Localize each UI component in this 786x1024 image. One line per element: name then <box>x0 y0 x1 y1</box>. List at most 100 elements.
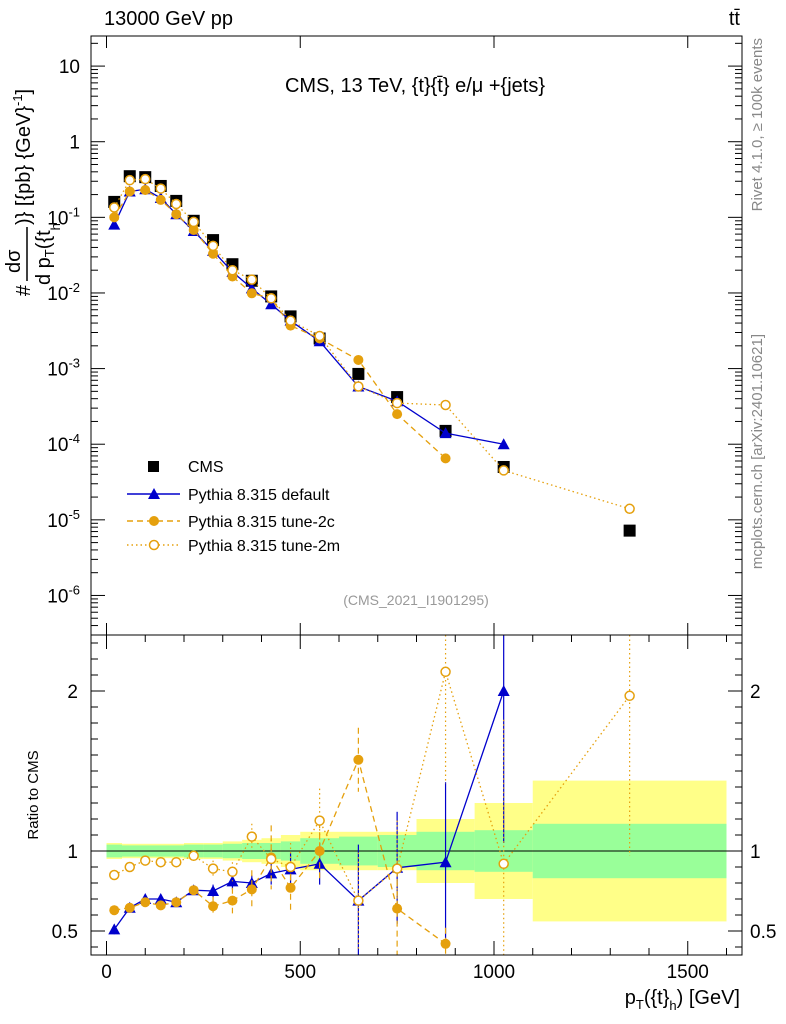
main-point-pythia-8-315-tune-2c <box>353 354 364 365</box>
main-point-pythia-8-315-tune-2m <box>440 399 451 411</box>
legend-label-cms: CMS <box>188 459 224 476</box>
ratio-point-pythia-8-315-tune-2c <box>353 754 364 765</box>
main-point-pythia-8-315-tune-2m <box>155 183 166 194</box>
x-tick-label: 1500 <box>667 962 709 983</box>
ratio-point-pythia-8-315-tune-2m <box>624 690 635 702</box>
ratio-point-pythia-8-315-tune-2m <box>227 866 238 878</box>
ratio-point-pythia-8-315-default <box>265 867 278 879</box>
main-point-pythia-8-315-tune-2m <box>207 240 219 252</box>
svg-text:)} [{pb} {GeV}-1]: )} [{pb} {GeV}-1] <box>10 89 35 225</box>
ylabel-den-sub: T <box>42 249 57 257</box>
main-point-pythia-8-315-tune-2c <box>440 453 451 464</box>
ratio-point-pythia-8-315-tune-2m <box>391 863 403 874</box>
ratio-point-pythia-8-315-default <box>154 893 167 904</box>
main-y-tick-label: 1 <box>69 133 80 154</box>
ratio-line-pythia-8-315-default <box>113 690 505 930</box>
ratio-y-tick-label: 2 <box>67 682 78 703</box>
ratio-point-pythia-8-315-default <box>497 685 510 696</box>
main-y-axis-label: # dσ d pT({th )} [{pb} {GeV}-1] <box>3 89 63 296</box>
ratio-point-pythia-8-315-default <box>439 856 452 868</box>
main-point-pythia-8-315-tune-2m <box>246 274 258 285</box>
ratio-point-pythia-8-315-tune-2c <box>140 897 151 908</box>
legend-marker-tune2m <box>148 539 160 551</box>
legend-marker-default <box>148 488 160 499</box>
main-point-pythia-8-315-tune-2c <box>140 184 151 195</box>
ratio-point-pythia-8-315-tune-2m <box>188 850 199 862</box>
ratio-plot-area <box>91 635 742 955</box>
main-line-pythia-8-315-default <box>113 188 504 445</box>
ratio-point-pythia-8-315-default <box>108 923 121 935</box>
ratio-y-tick-label-right: 2 <box>750 682 761 703</box>
ratio-point-pythia-8-315-tune-2c <box>188 885 199 896</box>
svg-text:pT({t}h) [GeV]: pT({t}h) [GeV] <box>625 987 740 1013</box>
main-point-pythia-8-315-tune-2m <box>140 173 151 185</box>
x-tick-label: 0 <box>101 962 112 983</box>
main-point-pythia-8-315-tune-2m <box>624 503 635 515</box>
main-y-tick-label: 10-3 <box>47 356 80 381</box>
main-plot-title: CMS, 13 TeV, {t}{t̄} e/μ +{jets} <box>285 75 545 97</box>
main-point-cms <box>623 524 636 537</box>
main-point-pythia-8-315-default <box>439 427 452 439</box>
main-point-pythia-8-315-tune-2m <box>109 202 120 213</box>
main-point-pythia-8-315-tune-2c <box>246 288 257 299</box>
ratio-y-tick-label: 0.5 <box>52 922 78 943</box>
ylabel-suffix: )} [{pb} {GeV} <box>13 106 35 225</box>
ratio-point-pythia-8-315-tune-2c <box>440 938 451 949</box>
ratio-point-pythia-8-315-tune-2m <box>265 853 277 865</box>
ratio-point-pythia-8-315-tune-2c <box>155 900 166 911</box>
svg-text:#: # <box>13 284 35 296</box>
ratio-point-pythia-8-315-tune-2m <box>124 861 135 873</box>
main-point-pythia-8-315-tune-2c <box>124 186 135 197</box>
legend-marker-cms <box>148 461 159 472</box>
ratio-point-pythia-8-315-tune-2m <box>440 666 451 678</box>
main-point-cms <box>352 367 365 380</box>
ratio-point-pythia-8-315-tune-2c <box>208 901 219 912</box>
ratio-point-pythia-8-315-tune-2m <box>207 863 219 874</box>
main-point-pythia-8-315-tune-2m <box>188 216 199 228</box>
main-point-pythia-8-315-default <box>265 298 278 310</box>
ratio-point-pythia-8-315-tune-2c <box>314 846 325 856</box>
main-point-pythia-8-315-tune-2m <box>391 397 403 409</box>
legend-marker-tune2c <box>149 516 159 526</box>
legend-label-default: Pythia 8.315 default <box>188 487 330 504</box>
main-point-pythia-8-315-tune-2m <box>171 198 182 210</box>
ratio-point-pythia-8-315-tune-2c <box>171 897 182 908</box>
main-point-pythia-8-315-tune-2m <box>353 381 364 392</box>
ratio-point-pythia-8-315-tune-2m <box>140 855 151 866</box>
ylabel-den: d p <box>33 257 55 285</box>
header-right: tt̄ <box>729 8 741 30</box>
ratio-y-tick-label-right: 0.5 <box>750 922 776 943</box>
header-left: 13000 GeV pp <box>104 8 233 30</box>
ratio-y-tick-label-right: 1 <box>750 842 761 863</box>
legend-label-tune2m: Pythia 8.315 tune-2m <box>188 538 340 555</box>
main-point-pythia-8-315-default <box>108 218 121 230</box>
legend-label-tune2c: Pythia 8.315 tune-2c <box>188 514 335 531</box>
ratio-point-pythia-8-315-tune-2m <box>109 869 120 881</box>
ratio-y-tick-label: 1 <box>67 842 78 863</box>
main-point-pythia-8-315-default <box>497 438 510 450</box>
main-point-pythia-8-315-tune-2m <box>285 315 296 326</box>
ratio-point-pythia-8-315-tune-2m <box>285 861 296 873</box>
x-axis-label: pT({t}h) [GeV] <box>625 987 740 1013</box>
ratio-point-pythia-8-315-tune-2c <box>285 882 296 893</box>
ratio-point-pythia-8-315-tune-2m <box>498 858 509 870</box>
ratio-point-pythia-8-315-tune-2c <box>246 884 257 895</box>
ylabel-den-mid: ({t <box>33 230 55 249</box>
ylabel-den-sub2: h <box>48 223 63 230</box>
ratio-point-pythia-8-315-tune-2m <box>155 856 166 868</box>
main-y-tick-label: 10 <box>59 57 80 78</box>
ylabel-prefix: # <box>13 284 35 296</box>
ratio-point-pythia-8-315-tune-2c <box>392 903 403 914</box>
main-y-tick-label: 10-1 <box>47 204 80 229</box>
svg-text:d pT({th: d pT({th <box>33 223 63 285</box>
analysis-watermark: (CMS_2021_I1901295) <box>343 592 489 608</box>
ratio-point-pythia-8-315-default <box>207 885 220 896</box>
main-point-pythia-8-315-tune-2m <box>498 465 509 476</box>
main-line-pythia-8-315-tune-2m <box>113 178 630 510</box>
main-plot-area <box>108 170 636 537</box>
ratio-point-pythia-8-315-tune-2m <box>353 895 364 906</box>
ratio-point-pythia-8-315-tune-2m <box>314 815 325 826</box>
legend: CMS Pythia 8.315 default Pythia 8.315 tu… <box>127 459 340 555</box>
main-point-pythia-8-315-tune-2c <box>171 209 182 220</box>
